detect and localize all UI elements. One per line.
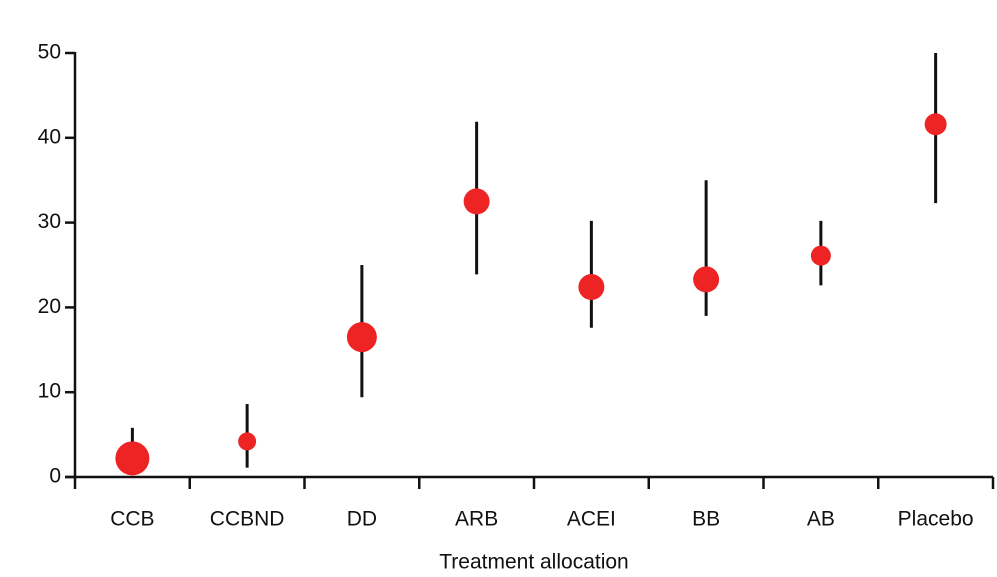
y-tick-label: 20 (38, 295, 61, 318)
x-tick-label: CCBND (210, 508, 285, 531)
x-axis-label: Treatment allocation (439, 551, 628, 574)
dot (238, 432, 257, 451)
x-tick-label: Placebo (898, 508, 974, 531)
y-tick-label: 40 (38, 125, 61, 148)
dot (924, 113, 947, 136)
x-tick-label: ARB (455, 508, 498, 531)
x-tick-label: CCB (110, 508, 154, 531)
x-tick-label: BB (692, 508, 720, 531)
x-tick-label: DD (347, 508, 377, 531)
dot (463, 188, 490, 215)
y-tick-label: 10 (38, 380, 61, 403)
dot (693, 266, 720, 293)
dot (578, 274, 605, 301)
x-tick-label: AB (807, 508, 835, 531)
y-tick-label: 0 (49, 465, 61, 488)
dot (115, 441, 150, 476)
dot (810, 245, 831, 266)
y-tick-label: 30 (38, 210, 61, 233)
y-tick-label: 50 (38, 41, 61, 64)
dot (346, 322, 377, 353)
x-tick-label: ACEI (567, 508, 616, 531)
